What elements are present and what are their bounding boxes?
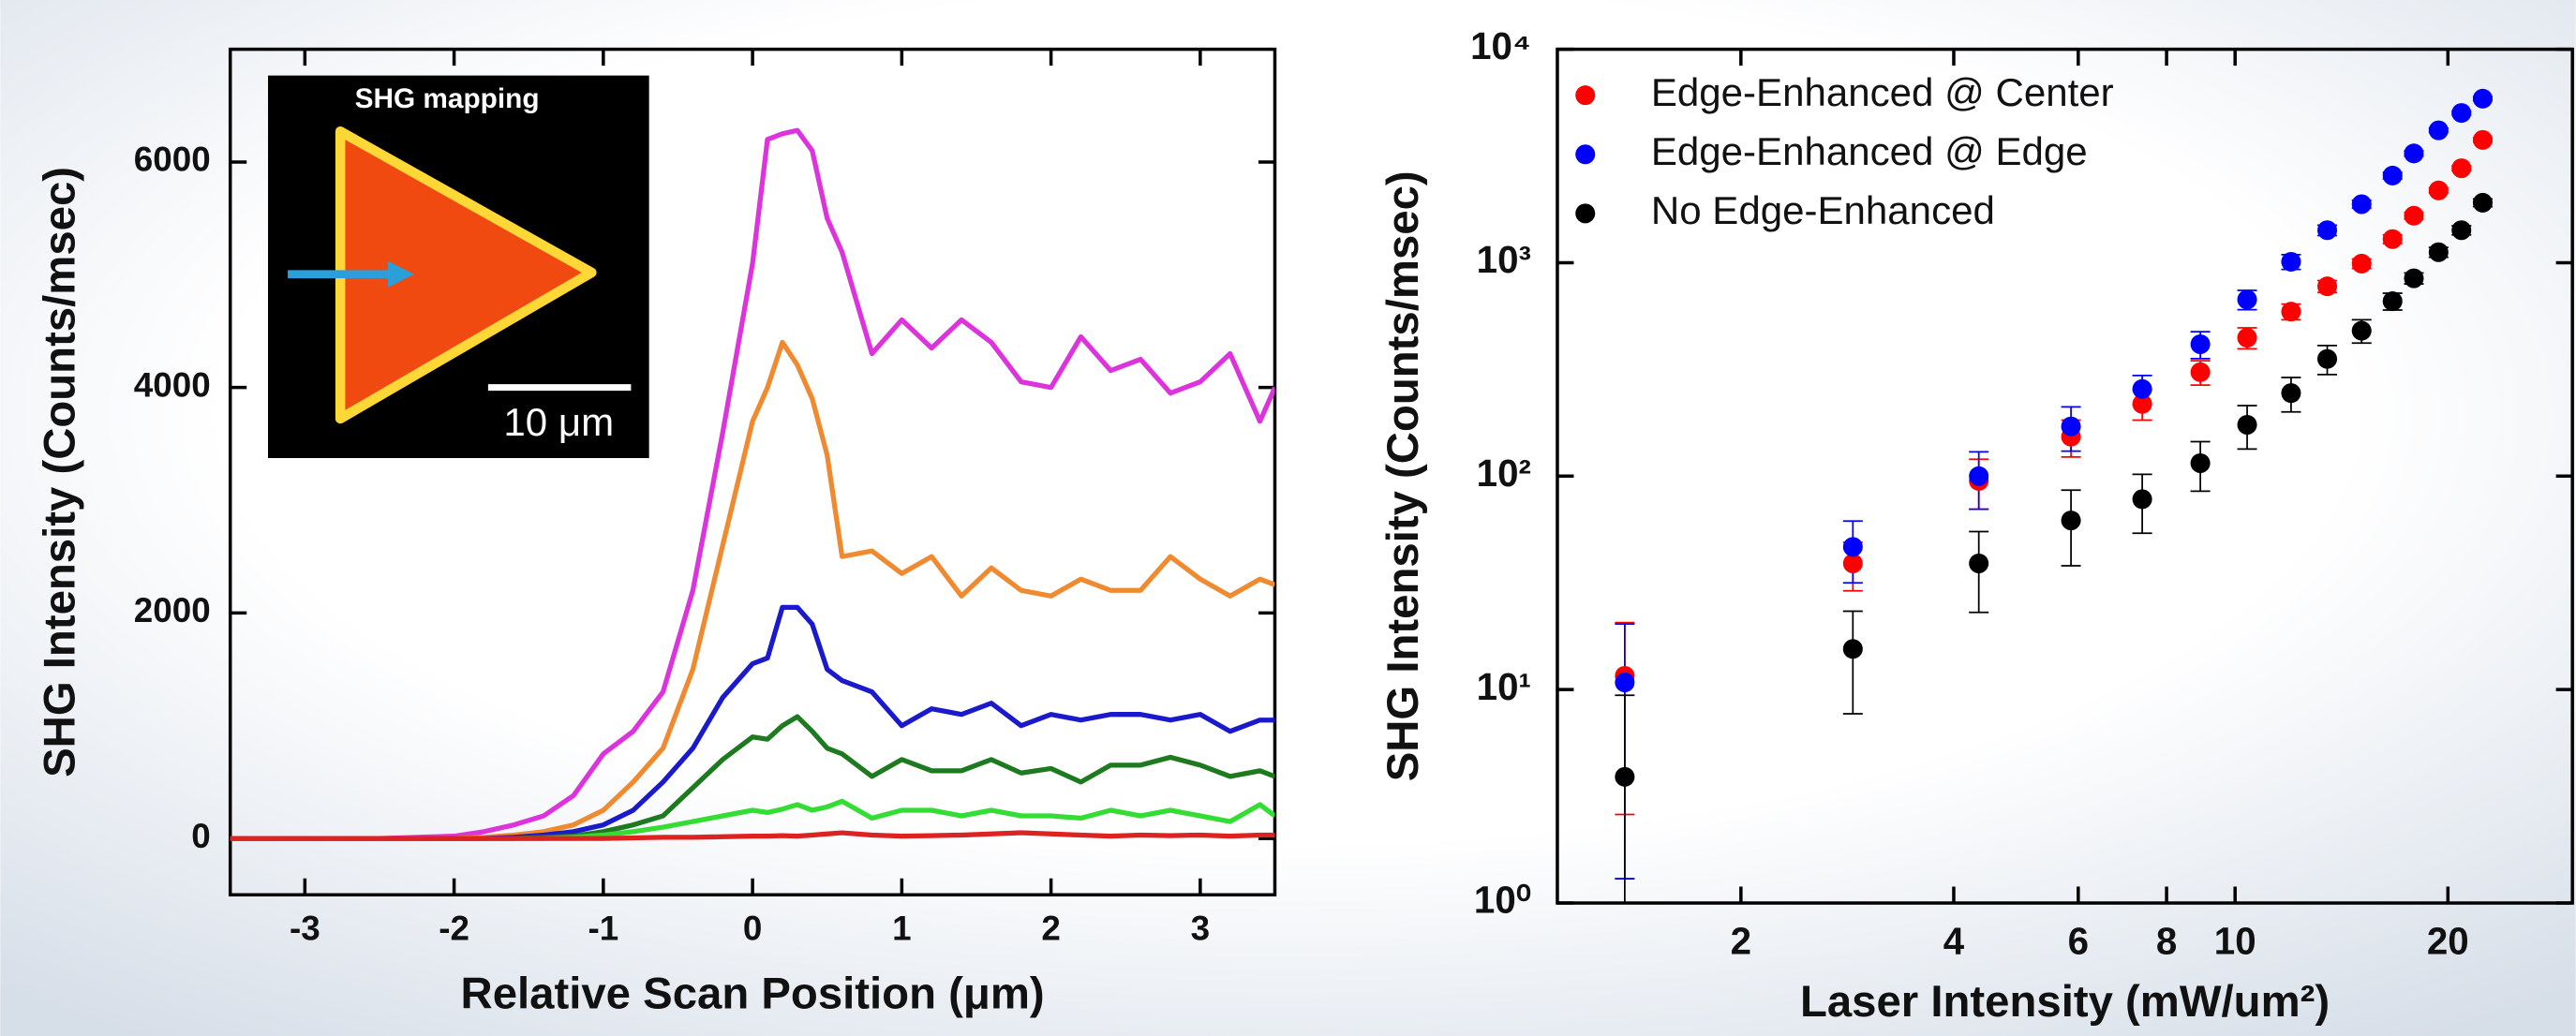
data-point xyxy=(2281,383,2301,403)
y-tick-label: 4000 xyxy=(134,365,211,404)
data-point xyxy=(2352,194,2372,214)
x-tick-label: 4 xyxy=(1943,920,1965,962)
x-tick-label: -2 xyxy=(439,910,469,948)
data-point xyxy=(2451,220,2471,240)
data-point xyxy=(2383,229,2403,249)
data-point xyxy=(1843,639,1863,659)
data-point xyxy=(2451,103,2471,123)
page: {"chart_data": [ {"type": "line", "xlabe… xyxy=(0,0,2576,1036)
data-point xyxy=(2383,291,2403,311)
legend-label: Edge-Enhanced @ Center xyxy=(1651,70,2114,114)
y-tick-label: 10² xyxy=(1477,452,1531,495)
figure: SHG mapping 10 μm 0 2000 4000 6000 -3 -2 -1 0 1 2… xyxy=(0,0,2576,1036)
data-point xyxy=(2191,453,2211,473)
data-point xyxy=(2352,254,2372,274)
data-point xyxy=(2191,363,2211,382)
data-point xyxy=(2383,166,2403,185)
y-tick-label: 10¹ xyxy=(1477,666,1531,708)
data-point xyxy=(2352,321,2372,341)
data-point xyxy=(2317,349,2337,369)
x-tick-label: 20 xyxy=(2427,920,2469,962)
data-point xyxy=(2317,276,2337,296)
y-tick-label: 6000 xyxy=(134,141,211,179)
data-point xyxy=(2404,269,2423,289)
data-point xyxy=(2133,489,2152,509)
data-point xyxy=(2238,415,2257,435)
legend-label: No Edge-Enhanced xyxy=(1651,188,1995,232)
x-tick-label: 10 xyxy=(2214,920,2256,962)
data-point xyxy=(1969,466,1988,486)
x-tick-label: 1 xyxy=(892,910,911,948)
data-point xyxy=(1843,537,1863,556)
data-point xyxy=(2429,181,2449,200)
y-tick-label: 10⁴ xyxy=(1470,25,1531,67)
y-tick-label: 0 xyxy=(191,817,210,855)
data-point xyxy=(1969,554,1988,573)
x-axis-title: Relative Scan Position (μm) xyxy=(461,969,1045,1018)
data-point xyxy=(2281,252,2301,272)
data-point xyxy=(2317,220,2337,240)
data-point xyxy=(1615,673,1634,692)
data-point xyxy=(2473,89,2493,109)
scale-label: 10 μm xyxy=(503,400,614,444)
data-point xyxy=(2404,206,2423,226)
y-axis-title: SHG Intensity (Counts/msec) xyxy=(1378,170,1428,781)
x-axis-title: Laser Intensity (mW/um²) xyxy=(1800,977,2330,1027)
y-axis-title: SHG Intensity (Counts/msec) xyxy=(35,167,84,777)
data-point xyxy=(1615,767,1634,787)
data-point xyxy=(2451,158,2471,178)
x-tick-label: 0 xyxy=(743,910,762,948)
data-point xyxy=(2062,511,2081,530)
x-tick-label: 6 xyxy=(2068,920,2089,962)
data-point xyxy=(2133,379,2152,399)
data-point xyxy=(2473,130,2493,150)
y-tick-label: 10³ xyxy=(1477,239,1531,281)
legend-marker xyxy=(1575,203,1595,223)
data-point xyxy=(2238,289,2257,309)
x-tick-label: -1 xyxy=(588,910,618,948)
legend-label: Edge-Enhanced @ Edge xyxy=(1651,129,2088,173)
x-tick-label: -3 xyxy=(290,910,320,948)
data-point xyxy=(2238,328,2257,348)
x-tick-label: 2 xyxy=(1041,910,1060,948)
y-tick-label: 10⁰ xyxy=(1474,880,1531,922)
data-point xyxy=(2429,243,2449,262)
data-point xyxy=(2429,121,2449,141)
legend-marker xyxy=(1575,85,1595,105)
data-point xyxy=(2281,302,2301,321)
inset-image: SHG mapping 10 μm xyxy=(268,76,649,458)
legend-marker xyxy=(1575,144,1595,164)
data-point xyxy=(2062,417,2081,437)
data-point xyxy=(2404,143,2423,163)
y-tick-label: 2000 xyxy=(134,591,211,629)
x-tick-label: 3 xyxy=(1191,910,1210,948)
data-point xyxy=(2191,334,2211,354)
inset-title: SHG mapping xyxy=(355,83,540,114)
data-point xyxy=(2473,193,2493,213)
x-tick-label: 2 xyxy=(1731,920,1751,962)
x-tick-label: 8 xyxy=(2156,920,2177,962)
